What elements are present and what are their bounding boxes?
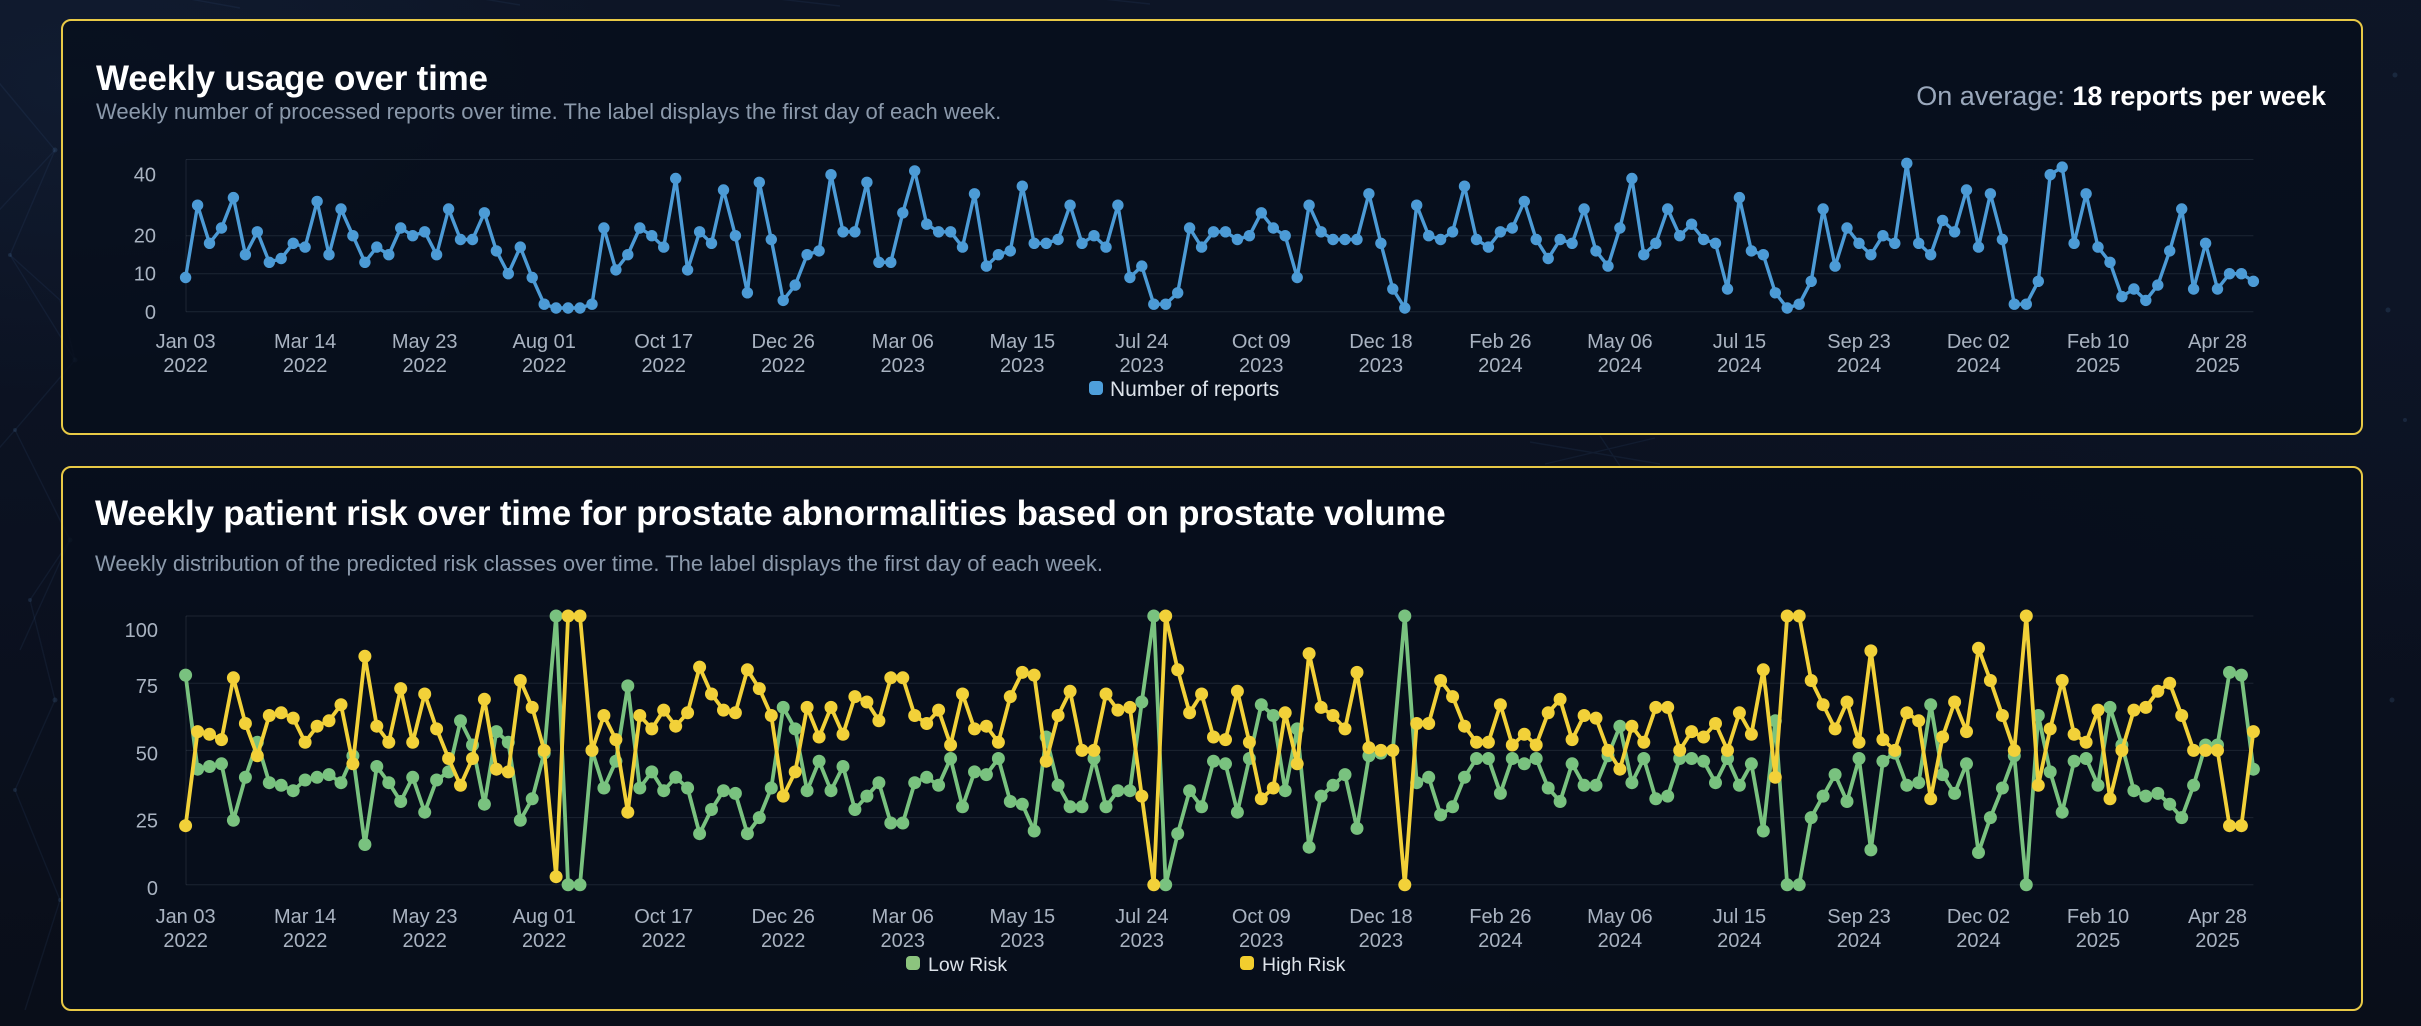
svg-text:40: 40: [134, 165, 156, 187]
svg-text:2022: 2022: [163, 930, 208, 952]
svg-text:2022: 2022: [283, 930, 328, 952]
svg-text:Apr 28: Apr 28: [2188, 331, 2247, 353]
svg-text:0: 0: [147, 878, 158, 900]
svg-text:2024: 2024: [1956, 930, 2001, 952]
svg-text:Dec 02: Dec 02: [1947, 906, 2010, 928]
svg-text:2022: 2022: [761, 355, 806, 377]
svg-text:Dec 02: Dec 02: [1947, 331, 2010, 353]
svg-text:100: 100: [125, 620, 158, 642]
svg-text:2022: 2022: [522, 930, 567, 952]
svg-text:2022: 2022: [641, 355, 686, 377]
svg-text:Mar 06: Mar 06: [872, 906, 934, 928]
svg-text:2023: 2023: [881, 930, 926, 952]
svg-text:2023: 2023: [1120, 355, 1165, 377]
svg-text:Jul 15: Jul 15: [1713, 331, 1766, 353]
svg-text:10: 10: [134, 264, 156, 286]
svg-text:2023: 2023: [1000, 355, 1045, 377]
svg-text:Sep 23: Sep 23: [1827, 906, 1890, 928]
svg-text:Jan 03: Jan 03: [156, 906, 216, 928]
svg-text:2022: 2022: [283, 355, 328, 377]
svg-text:2025: 2025: [2076, 355, 2121, 377]
svg-text:2025: 2025: [2195, 355, 2240, 377]
svg-text:2023: 2023: [1120, 930, 1165, 952]
svg-text:May 06: May 06: [1587, 906, 1653, 928]
svg-text:Jul 24: Jul 24: [1115, 331, 1168, 353]
svg-text:2023: 2023: [1359, 930, 1404, 952]
svg-text:May 06: May 06: [1587, 331, 1653, 353]
svg-text:Dec 26: Dec 26: [752, 331, 815, 353]
svg-text:2022: 2022: [402, 355, 447, 377]
svg-text:Oct 09: Oct 09: [1232, 331, 1291, 353]
svg-text:Low Risk: Low Risk: [928, 954, 1007, 976]
svg-text:50: 50: [136, 743, 158, 765]
svg-text:2023: 2023: [1359, 355, 1404, 377]
svg-text:2022: 2022: [522, 355, 567, 377]
svg-text:Mar 14: Mar 14: [274, 906, 336, 928]
svg-text:25: 25: [136, 811, 158, 833]
svg-text:Oct 17: Oct 17: [634, 906, 693, 928]
svg-text:75: 75: [136, 676, 158, 698]
svg-text:2024: 2024: [1956, 355, 2001, 377]
svg-text:High Risk: High Risk: [1262, 954, 1346, 976]
svg-text:Oct 09: Oct 09: [1232, 906, 1291, 928]
svg-text:2024: 2024: [1837, 355, 1882, 377]
svg-text:2022: 2022: [761, 930, 806, 952]
svg-text:May 23: May 23: [392, 906, 458, 928]
svg-text:2024: 2024: [1598, 930, 1643, 952]
svg-text:Mar 14: Mar 14: [274, 331, 336, 353]
svg-text:May 15: May 15: [990, 331, 1056, 353]
svg-text:Sep 23: Sep 23: [1827, 331, 1890, 353]
svg-text:Dec 26: Dec 26: [752, 906, 815, 928]
svg-text:Feb 26: Feb 26: [1469, 906, 1531, 928]
svg-text:2025: 2025: [2076, 930, 2121, 952]
svg-text:2023: 2023: [1239, 930, 1284, 952]
svg-text:2023: 2023: [1239, 355, 1284, 377]
svg-text:Aug 01: Aug 01: [513, 906, 576, 928]
svg-text:Jan 03: Jan 03: [156, 331, 216, 353]
svg-text:Feb 26: Feb 26: [1469, 331, 1531, 353]
svg-text:2022: 2022: [641, 930, 686, 952]
svg-text:2023: 2023: [881, 355, 926, 377]
svg-text:2025: 2025: [2195, 930, 2240, 952]
svg-text:2024: 2024: [1478, 930, 1523, 952]
svg-text:Number of reports: Number of reports: [1110, 378, 1279, 401]
svg-text:Oct 17: Oct 17: [634, 331, 693, 353]
svg-text:2024: 2024: [1478, 355, 1523, 377]
svg-text:2022: 2022: [402, 930, 447, 952]
svg-text:Apr 28: Apr 28: [2188, 906, 2247, 928]
svg-text:2023: 2023: [1000, 930, 1045, 952]
svg-text:Feb 10: Feb 10: [2067, 331, 2129, 353]
svg-text:2022: 2022: [163, 355, 208, 377]
svg-text:Dec 18: Dec 18: [1349, 331, 1412, 353]
svg-text:Mar 06: Mar 06: [872, 331, 934, 353]
svg-text:May 15: May 15: [990, 906, 1056, 928]
svg-text:Jul 15: Jul 15: [1713, 906, 1766, 928]
svg-text:Aug 01: Aug 01: [513, 331, 576, 353]
svg-text:2024: 2024: [1598, 355, 1643, 377]
svg-text:2024: 2024: [1717, 355, 1762, 377]
svg-text:May 23: May 23: [392, 331, 458, 353]
svg-text:2024: 2024: [1837, 930, 1882, 952]
svg-text:2024: 2024: [1717, 930, 1762, 952]
svg-text:0: 0: [145, 302, 156, 324]
svg-text:20: 20: [134, 226, 156, 248]
svg-text:Feb 10: Feb 10: [2067, 906, 2129, 928]
svg-text:Dec 18: Dec 18: [1349, 906, 1412, 928]
svg-text:Jul 24: Jul 24: [1115, 906, 1168, 928]
